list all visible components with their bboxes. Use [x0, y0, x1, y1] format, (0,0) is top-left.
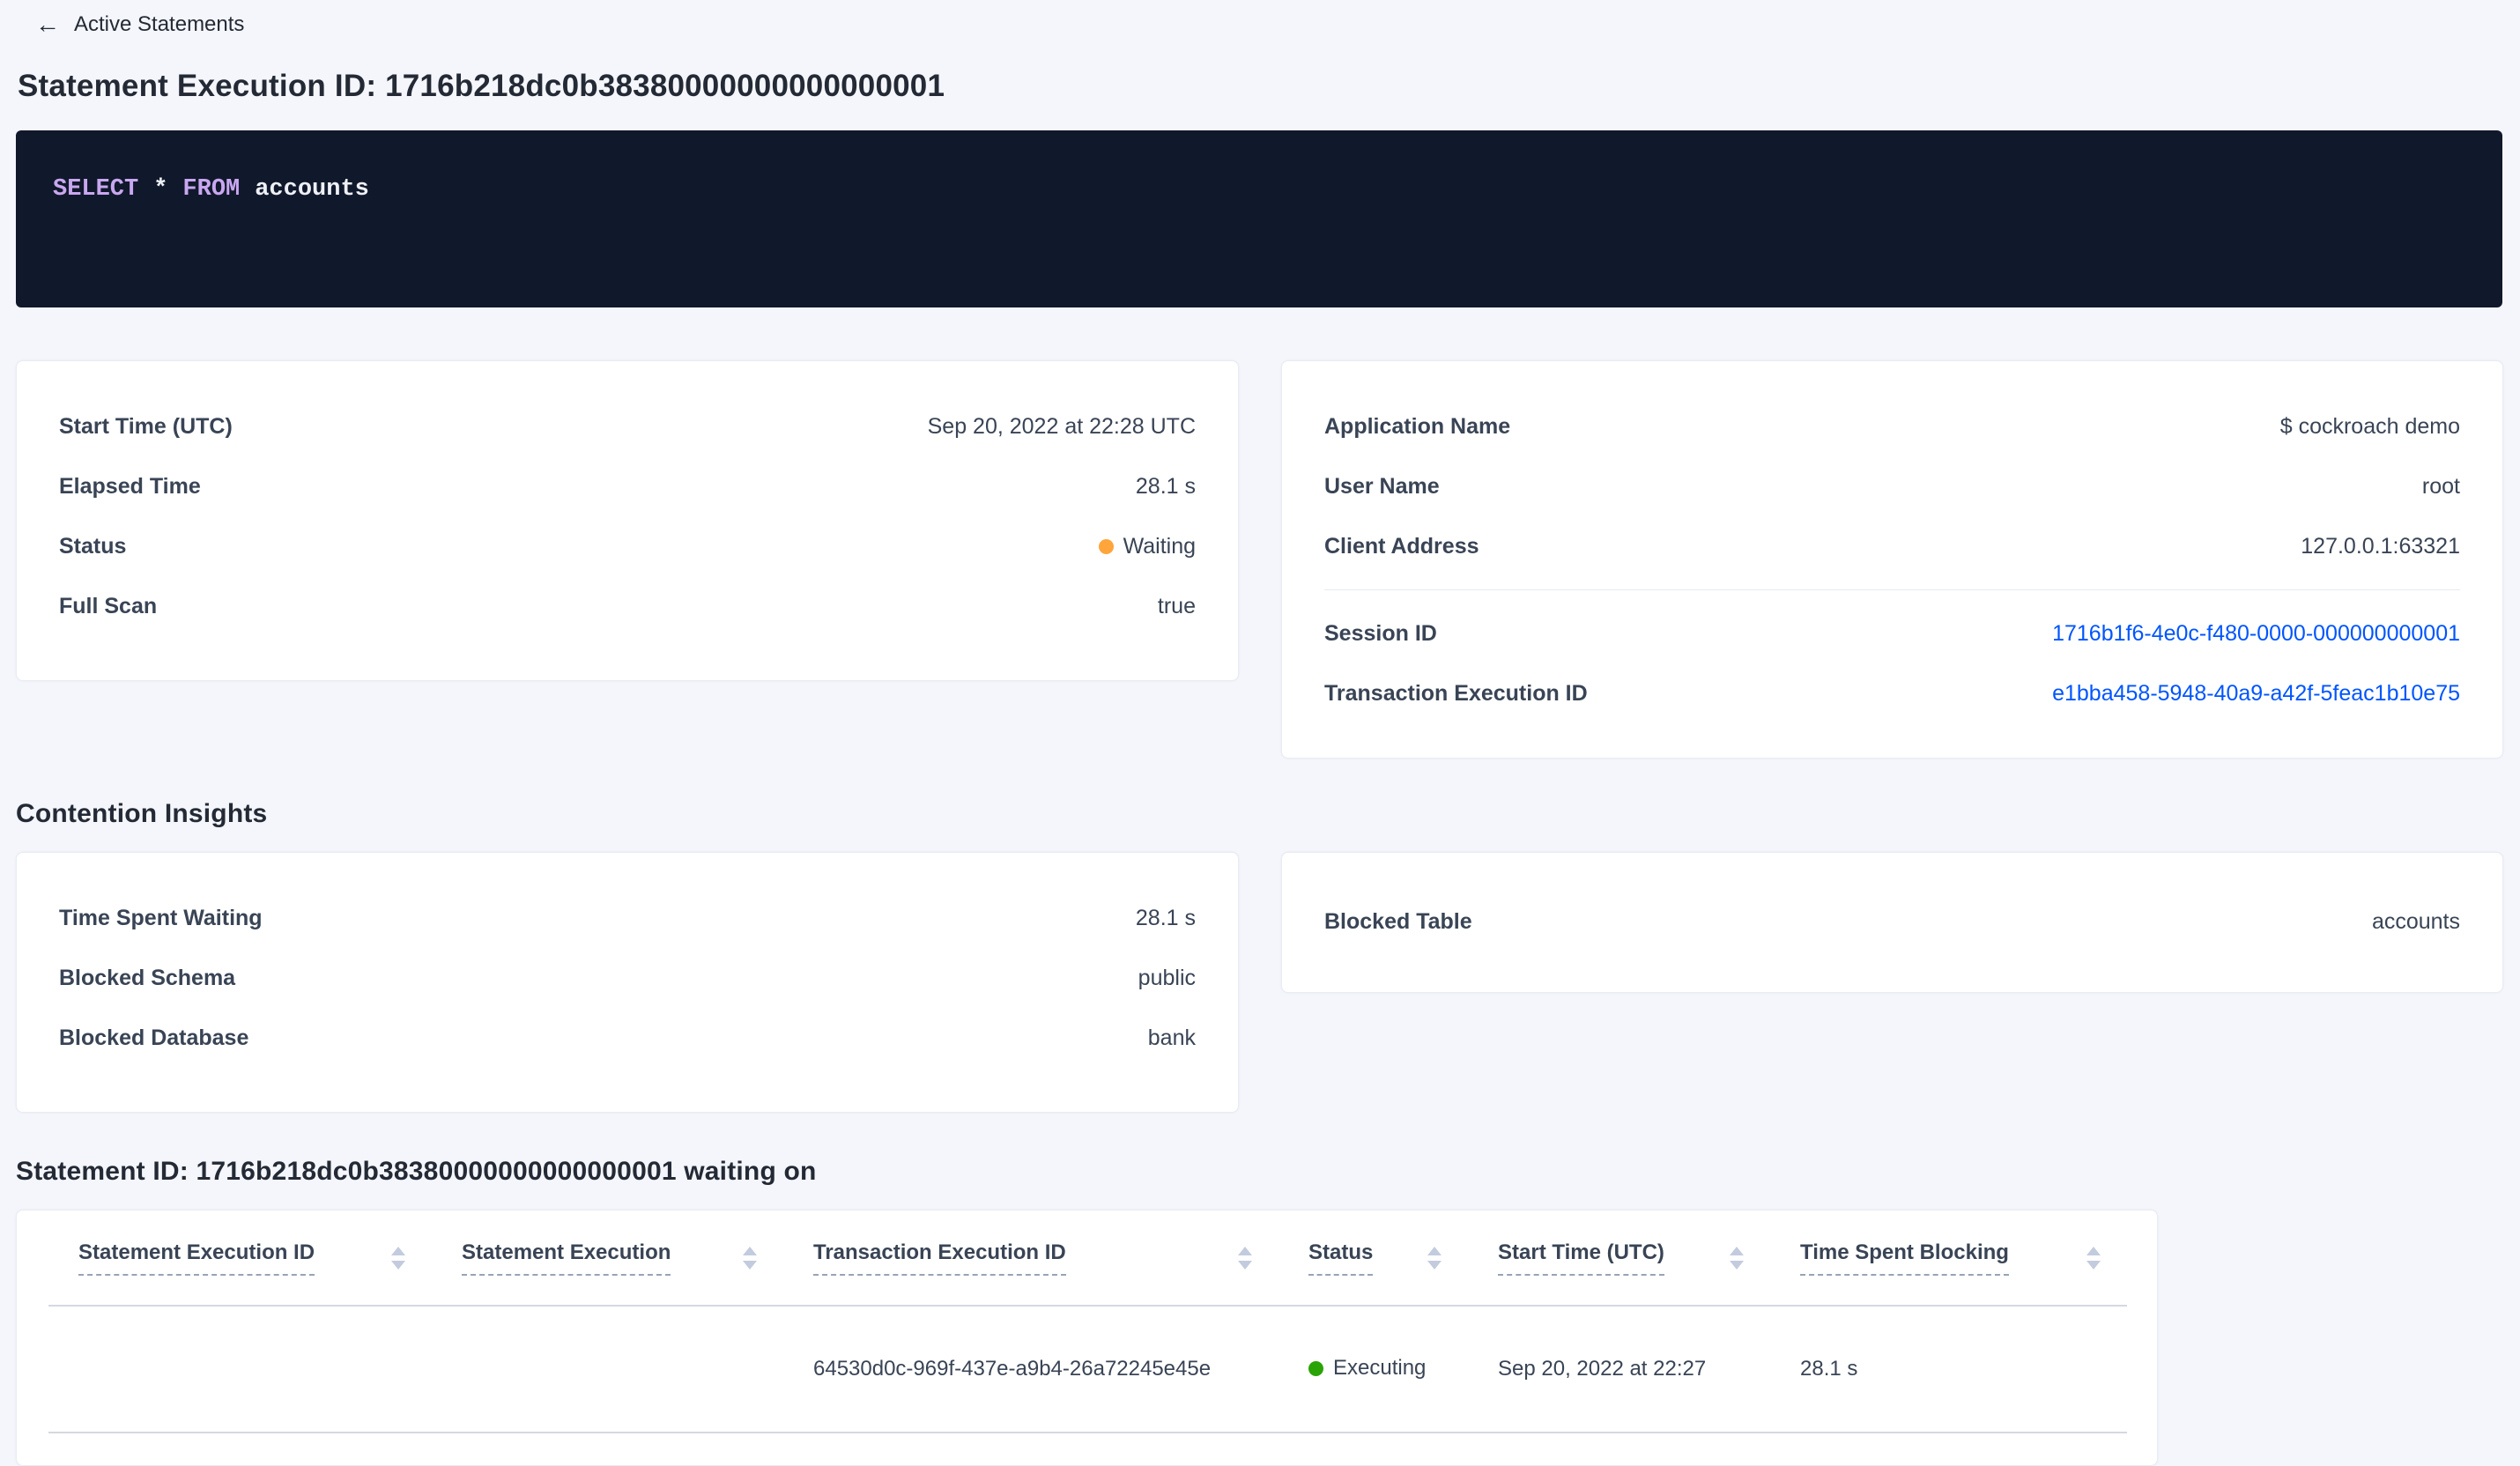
breadcrumb: ← Active Statements: [16, 0, 2504, 41]
sort-icon[interactable]: [743, 1246, 757, 1270]
blocked-database-value: bank: [1147, 1025, 1196, 1050]
blocked-table-row: Blocked Table accounts: [1324, 892, 2460, 951]
cell-statement-execution: [432, 1306, 783, 1433]
blocked-schema-value: public: [1138, 965, 1196, 990]
table-header-row: Statement Execution ID Statement Executi…: [48, 1211, 2127, 1307]
session-id-label: Session ID: [1324, 620, 1437, 646]
user-name-value: root: [2421, 473, 2460, 499]
elapsed-time-label: Elapsed Time: [59, 473, 201, 499]
waiting-on-heading: Statement ID: 1716b218dc0b38380000000000…: [16, 1157, 817, 1186]
blocked-table-card: Blocked Table accounts: [1281, 852, 2503, 993]
column-header-transaction-execution-id[interactable]: Transaction Execution ID: [783, 1211, 1279, 1307]
elapsed-time-row: Elapsed Time 28.1 s: [59, 456, 1196, 516]
transaction-execution-id-link[interactable]: e1bba458-5948-40a9-a42f-5feac1b10e75: [2052, 680, 2460, 706]
user-name-row: User Name root: [1324, 456, 2460, 516]
time-spent-waiting-value: 28.1 s: [1135, 905, 1196, 930]
session-card-divider: [1324, 589, 2460, 590]
time-spent-waiting-label: Time Spent Waiting: [59, 905, 263, 930]
contention-insights-heading: Contention Insights: [16, 799, 268, 828]
user-name-label: User Name: [1324, 473, 1440, 499]
sort-icon[interactable]: [391, 1246, 405, 1270]
transaction-execution-id-label: Transaction Execution ID: [1324, 680, 1588, 706]
column-header-time-spent-blocking[interactable]: Time Spent Blocking: [1770, 1211, 2127, 1307]
breadcrumb-active-statements[interactable]: Active Statements: [74, 12, 245, 36]
column-header-statement-execution-id[interactable]: Statement Execution ID: [48, 1211, 432, 1307]
status-executing-dot-icon: [1308, 1360, 1323, 1376]
status-row: Status Waiting: [59, 516, 1196, 576]
page-title: Statement Execution ID: 1716b218dc0b3838…: [18, 69, 945, 103]
contention-details-card: Time Spent Waiting 28.1 s Blocked Schema…: [16, 852, 1239, 1113]
table-row: 64530d0c-969f-437e-a9b4-26a72245e45e Exe…: [48, 1306, 2127, 1433]
blocked-schema-row: Blocked Schema public: [59, 948, 1196, 1008]
session-id-row: Session ID 1716b1f6-4e0c-f480-0000-00000…: [1324, 603, 2460, 663]
waiting-on-table: Statement Execution ID Statement Executi…: [48, 1211, 2127, 1433]
blocked-table-value: accounts: [2371, 908, 2460, 934]
start-time-label: Start Time (UTC): [59, 413, 233, 439]
client-address-value: 127.0.0.1:63321: [2301, 533, 2460, 559]
sort-icon[interactable]: [1730, 1246, 1744, 1270]
column-header-status[interactable]: Status: [1279, 1211, 1468, 1307]
blocked-database-row: Blocked Database bank: [59, 1008, 1196, 1068]
sql-keyword-select: SELECT: [53, 176, 139, 203]
cell-start-time: Sep 20, 2022 at 22:27: [1468, 1306, 1770, 1433]
time-spent-waiting-row: Time Spent Waiting 28.1 s: [59, 888, 1196, 948]
back-arrow-icon[interactable]: ←: [35, 11, 60, 38]
cell-transaction-execution-id: 64530d0c-969f-437e-a9b4-26a72245e45e: [783, 1306, 1279, 1433]
blocked-database-label: Blocked Database: [59, 1025, 249, 1050]
client-address-row: Client Address 127.0.0.1:63321: [1324, 516, 2460, 576]
full-scan-row: Full Scan true: [59, 576, 1196, 636]
waiting-on-table-card: Statement Execution ID Statement Executi…: [16, 1210, 2158, 1466]
sql-statement-box: SELECT * FROM accounts: [16, 130, 2502, 307]
full-scan-label: Full Scan: [59, 593, 158, 618]
start-time-value: Sep 20, 2022 at 22:28 UTC: [927, 413, 1196, 439]
status-badge: Waiting: [1098, 533, 1196, 559]
sort-icon[interactable]: [1427, 1246, 1442, 1270]
elapsed-time-value: 28.1 s: [1135, 473, 1196, 499]
transaction-execution-id-row: Transaction Execution ID e1bba458-5948-4…: [1324, 663, 2460, 723]
status-value: Waiting: [1123, 533, 1196, 559]
application-name-row: Application Name $ cockroach demo: [1324, 396, 2460, 456]
blocked-schema-label: Blocked Schema: [59, 965, 236, 990]
summary-cards-row: Start Time (UTC) Sep 20, 2022 at 22:28 U…: [16, 360, 2504, 759]
column-header-statement-execution[interactable]: Statement Execution: [432, 1211, 783, 1307]
sql-table-name: accounts: [255, 176, 369, 203]
sql-statement-text: SELECT * FROM accounts: [53, 176, 2465, 203]
column-header-start-time[interactable]: Start Time (UTC): [1468, 1211, 1770, 1307]
start-time-row: Start Time (UTC) Sep 20, 2022 at 22:28 U…: [59, 396, 1196, 456]
full-scan-value: true: [1157, 593, 1196, 618]
sort-icon[interactable]: [1238, 1246, 1252, 1270]
application-name-label: Application Name: [1324, 413, 1511, 439]
client-address-label: Client Address: [1324, 533, 1479, 559]
session-id-link[interactable]: 1716b1f6-4e0c-f480-0000-000000000001: [2052, 620, 2460, 646]
status-label: Status: [59, 533, 127, 559]
session-details-card: Application Name $ cockroach demo User N…: [1281, 360, 2503, 759]
cell-status: Executing: [1279, 1306, 1468, 1433]
execution-overview-card: Start Time (UTC) Sep 20, 2022 at 22:28 U…: [16, 360, 1239, 681]
cell-status-value: Executing: [1333, 1356, 1427, 1381]
sort-icon[interactable]: [2086, 1246, 2101, 1270]
sql-star: *: [153, 176, 168, 203]
application-name-value: $ cockroach demo: [2279, 413, 2460, 439]
cell-time-spent-blocking: 28.1 s: [1770, 1306, 2127, 1433]
blocked-table-label: Blocked Table: [1324, 908, 1472, 934]
cell-statement-execution-id: [48, 1306, 432, 1433]
status-waiting-dot-icon: [1098, 538, 1114, 554]
contention-cards-row: Time Spent Waiting 28.1 s Blocked Schema…: [16, 852, 2504, 1113]
sql-keyword-from: FROM: [182, 176, 241, 203]
